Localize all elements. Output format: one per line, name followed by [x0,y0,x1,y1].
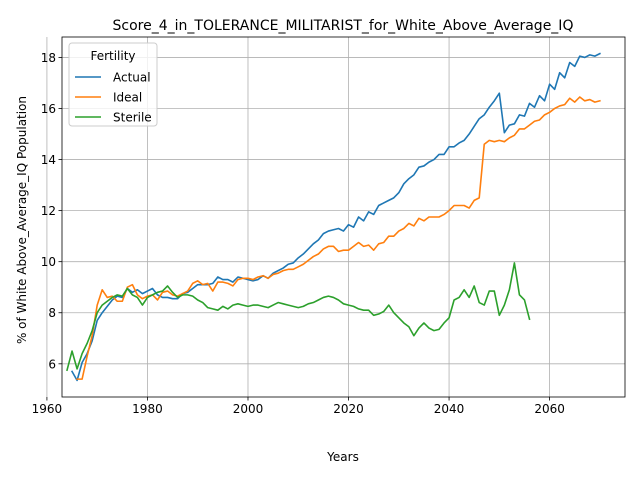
x-tick-label: 2040 [434,402,465,416]
legend-title: Fertility [90,49,135,63]
y-tick-label: 10 [41,255,56,269]
legend-box [68,42,158,127]
y-tick-label: 8 [48,306,56,320]
legend-items: Actual Ideal Sterile [75,71,152,125]
x-axis: 1960 1980 2000 2020 2040 2060 [32,397,565,416]
y-tick-label: 18 [41,51,56,65]
series-line-ideal [76,96,601,380]
y-tick-label: 16 [41,102,56,116]
x-tick-label: 1960 [32,402,63,416]
series-line-sterile [66,262,531,372]
series-layer [66,52,601,382]
y-axis: 6 8 10 12 14 16 18 [41,51,62,371]
x-tick-label: 2020 [333,402,364,416]
x-axis-label: Years [326,450,359,464]
y-tick-label: 12 [41,204,56,218]
y-tick-label: 6 [48,357,56,371]
x-tick-label: 2000 [233,402,264,416]
chart-title: Score_4_in_TOLERANCE_MILITARIST_for_Whit… [113,18,574,34]
legend-label-sterile: Sterile [113,111,152,125]
x-tick-label: 2060 [534,402,565,416]
legend-label-ideal: Ideal [113,91,142,105]
y-tick-label: 14 [41,153,56,167]
x-tick-label: 1980 [132,402,163,416]
legend-label-actual: Actual [113,71,151,85]
y-axis-label: % of White Above_Average_IQ Population [15,96,29,344]
legend: Fertility Actual Ideal Sterile [68,42,158,127]
plot-frame [61,36,626,398]
